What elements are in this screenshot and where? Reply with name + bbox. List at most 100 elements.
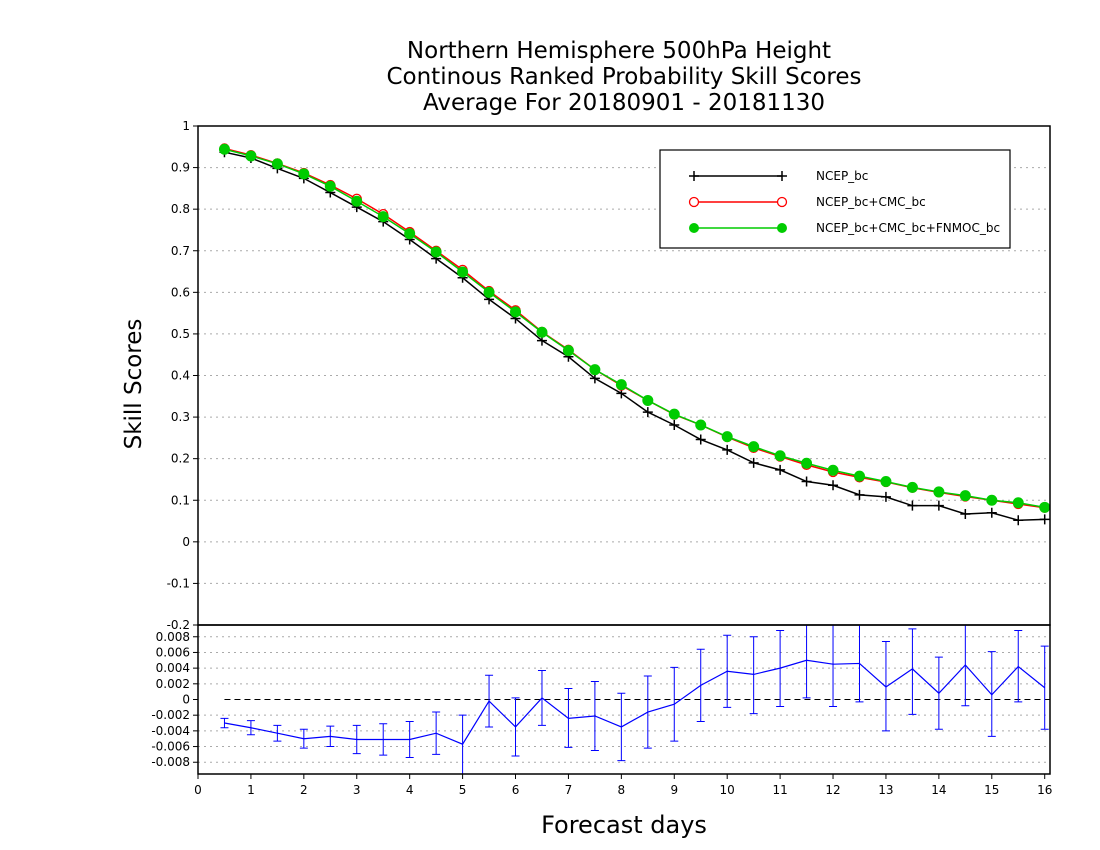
y-axis-label: Skill Scores <box>121 319 147 450</box>
chart-title-line-2: Continous Ranked Probability Skill Score… <box>386 64 861 90</box>
legend: NCEP_bc NCEP_bc+CMC_bc NCEP_bc+CMC_bc+FNMO… <box>659 149 1011 249</box>
data-point <box>828 480 839 491</box>
y-tick-label: -0.004 <box>151 724 190 738</box>
series-line-0 <box>224 151 1045 521</box>
x-tick-label: 10 <box>720 783 735 797</box>
x-tick-label: 15 <box>984 783 999 797</box>
y-tick-label: 0.006 <box>156 645 190 659</box>
data-point <box>906 481 918 493</box>
data-point <box>748 457 759 468</box>
y-tick-label: 0.1 <box>171 493 190 507</box>
data-point <box>245 150 257 162</box>
x-tick-label: 4 <box>406 783 414 797</box>
data-point <box>986 507 997 518</box>
data-point <box>457 266 469 278</box>
legend-marker <box>689 223 699 233</box>
x-tick-label: 2 <box>300 783 308 797</box>
legend-label-2: NCEP_bc+CMC_bc+FNMOC_bc <box>816 221 1000 235</box>
data-point <box>960 508 971 519</box>
data-point <box>1039 514 1050 525</box>
chart-title-line-3: Average For 20180901 - 20181130 <box>423 90 825 116</box>
y-tick-label: 0.6 <box>171 285 190 299</box>
legend-marker <box>777 171 787 181</box>
x-tick-label: 16 <box>1037 783 1052 797</box>
data-point <box>615 379 627 391</box>
data-point <box>1039 501 1051 513</box>
y-tick-label: 0.3 <box>171 410 190 424</box>
x-tick-label: 7 <box>565 783 573 797</box>
data-point <box>218 143 230 155</box>
data-point <box>483 286 495 298</box>
data-point <box>536 326 548 338</box>
data-point <box>774 450 786 462</box>
data-point <box>298 168 310 180</box>
y-tick-label: 0.2 <box>171 452 190 466</box>
legend-marker <box>777 223 787 233</box>
data-point <box>562 345 574 357</box>
legend-label-0: NCEP_bc <box>816 169 868 183</box>
data-point <box>668 408 680 420</box>
data-point <box>669 419 680 430</box>
y-tick-label: 0 <box>182 693 190 707</box>
data-point <box>589 364 601 376</box>
data-point <box>959 490 971 502</box>
data-point <box>642 407 653 418</box>
data-point <box>801 457 813 469</box>
x-tick-label: 3 <box>353 783 361 797</box>
y-tick-label: -0.2 <box>167 618 190 632</box>
y-tick-label: 0.7 <box>171 244 190 258</box>
x-tick-label: 8 <box>618 783 626 797</box>
data-point <box>933 500 944 511</box>
y-tick-label: 1 <box>182 119 190 133</box>
y-tick-label: 0 <box>182 535 190 549</box>
x-tick-label: 13 <box>878 783 893 797</box>
y-tick-label: -0.1 <box>167 576 190 590</box>
y-tick-label: 0.5 <box>171 327 190 341</box>
data-point <box>853 470 865 482</box>
legend-label-1: NCEP_bc+CMC_bc <box>816 195 926 209</box>
data-point <box>933 486 945 498</box>
x-tick-label: 11 <box>772 783 787 797</box>
x-tick-label: 5 <box>459 783 467 797</box>
legend-marker <box>776 196 788 208</box>
x-tick-label: 12 <box>825 783 840 797</box>
x-tick-label: 14 <box>931 783 946 797</box>
error-bar <box>908 628 917 715</box>
data-point <box>642 394 654 406</box>
y-tick-label: -0.006 <box>151 740 190 754</box>
data-point <box>748 441 760 453</box>
data-point <box>510 306 522 318</box>
y-tick-label: 0.002 <box>156 677 190 691</box>
y-tick-label: -0.002 <box>151 708 190 722</box>
legend-marker <box>689 171 699 181</box>
data-point <box>907 500 918 511</box>
data-point <box>801 476 812 487</box>
y-tick-label: 0.004 <box>156 661 190 675</box>
data-point <box>775 464 786 475</box>
data-point <box>324 180 336 192</box>
data-point <box>351 195 363 207</box>
data-point <box>722 444 733 455</box>
data-point <box>854 489 865 500</box>
x-tick-label: 9 <box>670 783 678 797</box>
data-point <box>1013 515 1024 526</box>
bottom-panel-frame <box>197 624 1051 775</box>
legend-marker <box>688 196 700 208</box>
legend-box <box>659 149 1011 249</box>
error-bar <box>1040 645 1049 730</box>
data-point <box>986 494 998 506</box>
data-point <box>880 476 892 488</box>
data-point <box>880 491 891 502</box>
y-tick-label: 0.4 <box>171 369 190 383</box>
data-point <box>827 464 839 476</box>
error-bar <box>749 636 758 715</box>
x-tick-label: 6 <box>512 783 520 797</box>
data-point <box>695 419 707 431</box>
x-axis-label: Forecast days <box>541 811 707 839</box>
data-point <box>430 246 442 258</box>
data-point <box>721 431 733 443</box>
y-tick-label: -0.008 <box>151 755 190 769</box>
data-point <box>377 211 389 223</box>
y-tick-label: 0.008 <box>156 630 190 644</box>
